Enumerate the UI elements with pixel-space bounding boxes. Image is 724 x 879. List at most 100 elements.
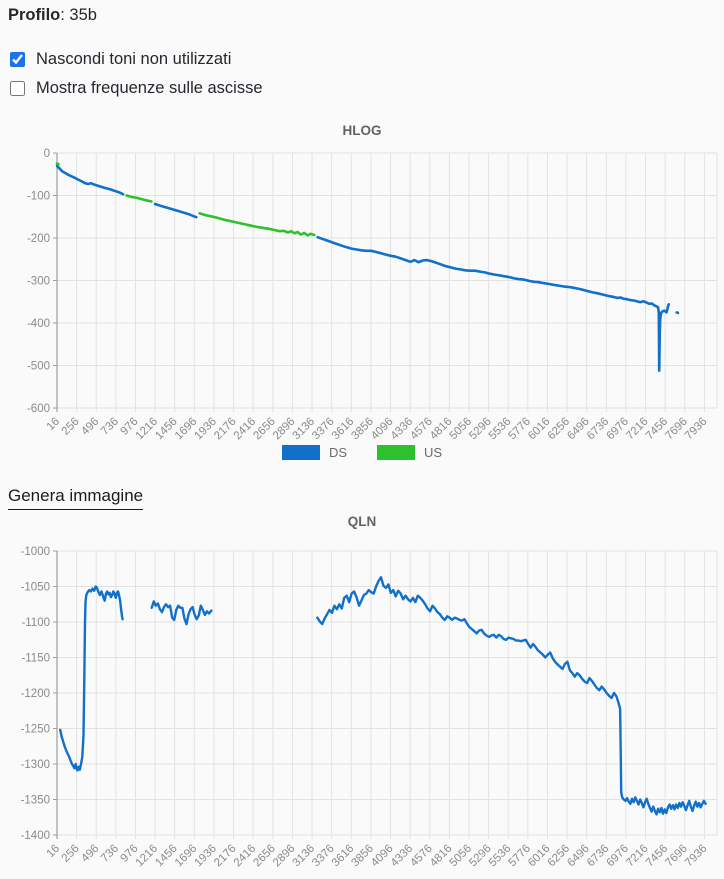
svg-text:1456: 1456 xyxy=(153,843,180,870)
svg-text:16: 16 xyxy=(45,843,63,861)
svg-text:3856: 3856 xyxy=(349,843,376,870)
svg-text:2176: 2176 xyxy=(212,843,239,870)
svg-text:5056: 5056 xyxy=(448,416,475,443)
svg-text:3616: 3616 xyxy=(330,843,357,870)
svg-text:256: 256 xyxy=(60,843,82,865)
profile-value: 35b xyxy=(69,6,97,24)
svg-text:-400: -400 xyxy=(27,318,50,330)
svg-text:4096: 4096 xyxy=(369,843,396,870)
show-frequencies-checkbox[interactable] xyxy=(10,80,25,96)
svg-text:3376: 3376 xyxy=(310,416,337,443)
svg-text:2896: 2896 xyxy=(271,416,298,443)
svg-text:6016: 6016 xyxy=(526,843,553,870)
svg-text:1696: 1696 xyxy=(173,843,200,870)
svg-text:2416: 2416 xyxy=(232,416,259,443)
svg-text:5536: 5536 xyxy=(487,843,514,870)
svg-text:5296: 5296 xyxy=(467,843,494,870)
svg-text:6976: 6976 xyxy=(604,843,631,870)
svg-text:496: 496 xyxy=(79,843,101,865)
svg-text:4576: 4576 xyxy=(408,416,435,443)
svg-text:2176: 2176 xyxy=(212,416,239,443)
hlog-legend: DS US xyxy=(0,445,724,460)
svg-text:-1250: -1250 xyxy=(21,724,50,736)
hlog-chart: 0-100-200-300-400-500-600162564967369761… xyxy=(27,148,718,443)
svg-text:16: 16 xyxy=(45,416,63,434)
svg-text:5536: 5536 xyxy=(487,416,514,443)
svg-text:6496: 6496 xyxy=(565,843,592,870)
svg-text:2656: 2656 xyxy=(251,843,278,870)
profile-label: Profilo xyxy=(8,6,61,24)
svg-text:2656: 2656 xyxy=(251,416,278,443)
svg-text:-1350: -1350 xyxy=(21,795,50,807)
svg-text:3856: 3856 xyxy=(349,416,376,443)
svg-text:6256: 6256 xyxy=(546,843,573,870)
svg-text:1216: 1216 xyxy=(134,843,161,870)
svg-text:7936: 7936 xyxy=(683,416,710,443)
svg-text:256: 256 xyxy=(60,416,82,438)
svg-text:7456: 7456 xyxy=(644,843,671,870)
svg-text:-1100: -1100 xyxy=(21,617,50,629)
hide-unused-tones-label[interactable]: Nascondi toni non utilizzati xyxy=(36,49,232,68)
svg-text:1936: 1936 xyxy=(192,416,219,443)
svg-text:4816: 4816 xyxy=(428,416,455,443)
svg-text:7216: 7216 xyxy=(624,843,651,870)
svg-text:-300: -300 xyxy=(27,276,50,288)
svg-text:3136: 3136 xyxy=(291,843,318,870)
qln-chart: -1000 -1050 -1100 -1150 -1200 -1250 -1300 -1350… xyxy=(21,546,718,870)
svg-text:1936: 1936 xyxy=(192,843,219,870)
svg-text:7936: 7936 xyxy=(683,843,710,870)
svg-text:-1300: -1300 xyxy=(21,759,50,771)
legend-label-ds: DS xyxy=(328,445,347,460)
svg-text:6496: 6496 xyxy=(565,416,592,443)
svg-text:1216: 1216 xyxy=(134,416,161,443)
svg-text:-200: -200 xyxy=(27,233,50,245)
svg-text:496: 496 xyxy=(79,416,101,438)
svg-text:4336: 4336 xyxy=(389,843,416,870)
svg-text:6736: 6736 xyxy=(585,843,612,870)
svg-text:-1000: -1000 xyxy=(21,546,50,558)
legend-swatch-us xyxy=(377,445,415,460)
svg-text:4096: 4096 xyxy=(369,416,396,443)
svg-text:3136: 3136 xyxy=(291,416,318,443)
svg-text:-1050: -1050 xyxy=(21,582,50,594)
svg-text:-1400: -1400 xyxy=(21,830,50,842)
svg-text:0: 0 xyxy=(44,148,50,160)
svg-text:6016: 6016 xyxy=(526,416,553,443)
show-frequencies-label[interactable]: Mostra frequenze sulle ascisse xyxy=(36,78,263,97)
svg-text:-1150: -1150 xyxy=(21,653,50,665)
svg-text:-500: -500 xyxy=(27,361,50,373)
legend-item-us: US xyxy=(377,445,442,460)
svg-text:1696: 1696 xyxy=(173,416,200,443)
svg-text:-100: -100 xyxy=(27,191,50,203)
svg-text:2416: 2416 xyxy=(232,843,259,870)
svg-text:6736: 6736 xyxy=(585,416,612,443)
svg-text:5776: 5776 xyxy=(506,843,533,870)
svg-text:5776: 5776 xyxy=(506,416,533,443)
profile-separator: : xyxy=(60,6,70,24)
generate-image-link[interactable]: Genera immagine xyxy=(8,486,144,510)
legend-label-us: US xyxy=(424,445,443,460)
svg-text:5056: 5056 xyxy=(448,843,475,870)
svg-text:2896: 2896 xyxy=(271,843,298,870)
svg-text:7696: 7696 xyxy=(663,843,690,870)
hlog-chart-title: HLOG xyxy=(342,123,382,138)
svg-text:4816: 4816 xyxy=(428,843,455,870)
svg-text:3376: 3376 xyxy=(310,843,337,870)
svg-text:3616: 3616 xyxy=(330,416,357,443)
svg-text:-600: -600 xyxy=(27,403,50,415)
checkbox-row-show-freq: Mostra frequenze sulle ascisse xyxy=(10,77,263,99)
svg-text:7456: 7456 xyxy=(644,416,671,443)
qln-chart-title: QLN xyxy=(347,514,377,529)
svg-text:5296: 5296 xyxy=(467,416,494,443)
legend-swatch-ds xyxy=(281,445,320,460)
svg-text:-1200: -1200 xyxy=(21,688,50,700)
svg-text:7216: 7216 xyxy=(624,416,651,443)
checkbox-row-hide-tones: Nascondi toni non utilizzati xyxy=(10,48,231,70)
profile-line: Profilo: 35b xyxy=(8,6,97,25)
svg-text:736: 736 xyxy=(99,416,121,438)
hide-unused-tones-checkbox[interactable] xyxy=(10,51,25,67)
svg-text:4336: 4336 xyxy=(389,416,416,443)
svg-text:736: 736 xyxy=(99,843,121,865)
svg-text:6256: 6256 xyxy=(546,416,573,443)
